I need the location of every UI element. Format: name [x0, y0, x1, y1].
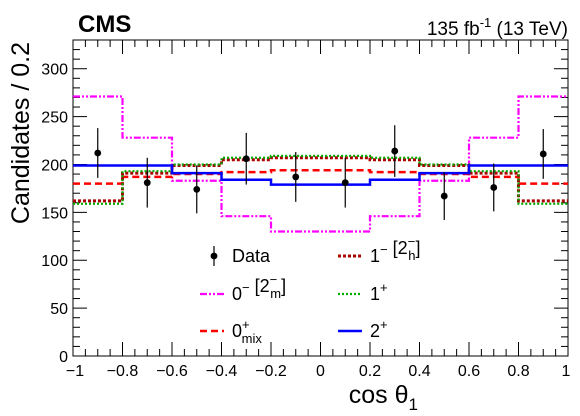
legend-entry-s-2p: 2+: [338, 317, 388, 341]
legend-entry-s-0mix: 0+ mix: [200, 317, 262, 346]
x-tick-label: 0.6: [458, 363, 480, 380]
luminosity-label: 135 fb-1 (13 TeV): [427, 15, 568, 40]
x-tick-label: 1: [562, 363, 571, 380]
plot-area: 0 50 100 150 200 250 300 −1 −0.8 −0.6 −0.4 −0.2 0 0.2…: [7, 39, 571, 414]
series-line-s-0mix: [73, 168, 568, 185]
y-tick-label: 0: [59, 349, 68, 366]
data-point: [292, 173, 300, 181]
x-tick-label: 0.4: [408, 363, 430, 380]
legend-label: 0− [2− m]: [232, 272, 286, 304]
data-point: [193, 185, 201, 193]
legend-label: 0+ mix: [232, 317, 262, 346]
data-point: [94, 149, 102, 157]
x-tick-label: 0: [316, 363, 325, 380]
legend-data-marker: [210, 252, 218, 260]
data-point: [391, 147, 399, 155]
x-tick-label: −0.2: [255, 363, 287, 380]
legend-label: 1+: [370, 280, 388, 304]
legend-label: 1− [2− h]: [370, 234, 420, 266]
data-point: [440, 192, 448, 200]
y-tick-label: 50: [50, 301, 68, 318]
data-point: [490, 184, 498, 191]
data-point: [242, 155, 250, 163]
y-tick-label: 250: [41, 110, 68, 127]
x-tick-label: 0.2: [359, 363, 381, 380]
y-tick-label: 200: [41, 157, 68, 174]
legend-label: 2+: [370, 317, 388, 341]
series-line-s-0m: [73, 95, 568, 233]
series-line-s-2p: [73, 164, 568, 186]
data-point: [143, 179, 151, 187]
x-axis-title: cos θ1: [349, 381, 418, 414]
legend: Data 1− [2− h] 0− [2− m] 1+ 0+ mix 2+: [200, 234, 420, 346]
x-tick-label: −1: [66, 363, 84, 380]
experiment-label: CMS: [78, 11, 131, 38]
x-tick-label: −0.4: [206, 363, 238, 380]
legend-entry-data: Data: [210, 246, 271, 266]
x-tick-label: −0.8: [107, 363, 139, 380]
y-tick-label: 150: [41, 205, 68, 222]
legend-entry-s-0m: 0− [2− m]: [200, 272, 286, 304]
y-tick-label: 100: [41, 253, 68, 270]
legend-label: Data: [232, 246, 271, 266]
x-tick-label: 0.8: [507, 363, 529, 380]
legend-entry-s-1m: 1− [2− h]: [338, 234, 420, 266]
data-point: [539, 150, 547, 158]
y-axis-title: Candidates / 0.2: [7, 42, 35, 224]
data-point: [341, 179, 349, 187]
y-tick-label: 300: [41, 62, 68, 79]
x-tick-label: −0.6: [156, 363, 188, 380]
legend-entry-s-1p: 1+: [338, 280, 388, 304]
